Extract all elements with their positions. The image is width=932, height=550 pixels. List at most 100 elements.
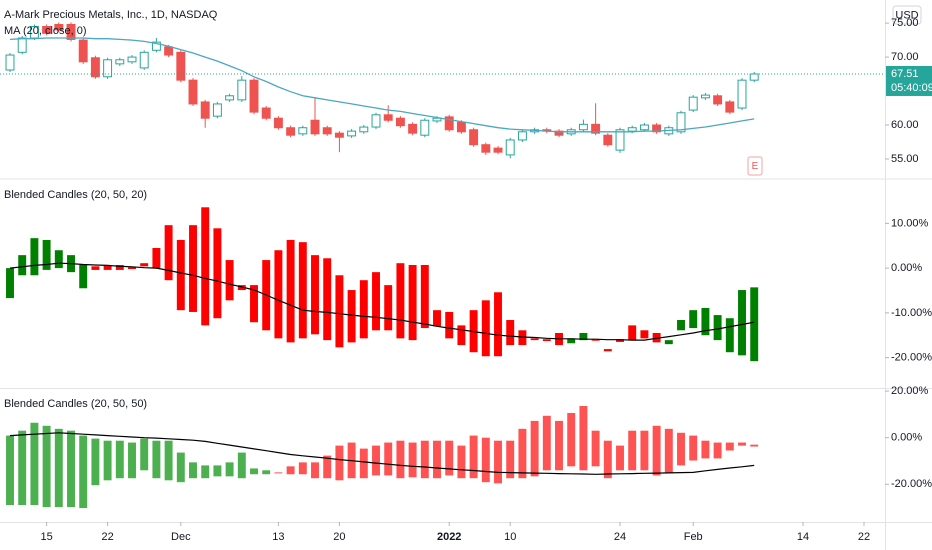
earnings-marker-box[interactable] xyxy=(747,156,763,176)
blended-bar xyxy=(689,310,698,329)
blended-bar xyxy=(628,325,637,341)
blended-bar xyxy=(91,266,100,270)
blended-bar xyxy=(225,260,234,301)
candle-body xyxy=(408,123,418,134)
blended-bar xyxy=(128,442,136,479)
blended-bar xyxy=(42,425,51,508)
x-tick-label: Feb xyxy=(684,531,703,543)
blended-bar xyxy=(603,349,612,352)
candle-body xyxy=(322,127,332,135)
blended-bar xyxy=(250,285,258,323)
y-tick-label: 60.00 xyxy=(891,119,919,131)
blended-bar xyxy=(164,440,173,481)
blended-bar xyxy=(603,440,612,479)
blended-bar xyxy=(457,445,466,479)
blended-bar xyxy=(18,430,27,505)
blended-bar xyxy=(445,440,454,476)
blended-bar xyxy=(335,445,344,481)
x-tick-label: 24 xyxy=(614,531,626,543)
y-tick-label: -20.00% xyxy=(891,351,932,363)
blended-bar xyxy=(384,285,393,331)
blended-bar xyxy=(664,340,673,345)
blended-bar xyxy=(274,472,283,474)
price-label: 67.51 xyxy=(891,68,919,80)
blended-bar xyxy=(433,440,441,479)
blended-bar xyxy=(396,440,405,479)
ma-line xyxy=(9,37,755,133)
candle-body xyxy=(517,131,527,141)
blended-bar xyxy=(506,440,515,479)
candle-body xyxy=(432,117,442,122)
blended-bar xyxy=(335,275,344,348)
candle-body xyxy=(249,79,259,113)
candle-body xyxy=(78,39,88,63)
blended-bar xyxy=(591,339,600,341)
candle-body xyxy=(603,134,613,146)
blended-bar xyxy=(640,430,649,471)
candle-body xyxy=(127,56,137,63)
candle-body xyxy=(286,127,296,136)
y-tick-label: 0.00% xyxy=(891,432,922,444)
x-tick-label: 22 xyxy=(858,531,870,543)
blended-bar xyxy=(152,440,161,479)
candle-body xyxy=(273,117,283,129)
blended-bar xyxy=(30,238,39,276)
candle-body xyxy=(188,79,198,105)
blended-bar xyxy=(213,465,222,477)
candle-body xyxy=(676,112,686,133)
candle-body xyxy=(713,95,723,105)
blended-bar xyxy=(30,422,39,505)
blended-bar xyxy=(518,330,527,346)
blended-bar xyxy=(725,318,734,353)
blended-bar xyxy=(457,325,466,346)
currency-box[interactable] xyxy=(892,5,922,25)
blended-bar xyxy=(579,332,588,341)
blended-bar xyxy=(384,442,393,476)
blended-bar xyxy=(494,292,502,357)
candle-body xyxy=(359,126,369,133)
blended-bar xyxy=(628,430,637,471)
blended-bar xyxy=(298,242,307,339)
blended-bar xyxy=(262,470,271,475)
blended-bar xyxy=(372,272,380,331)
candle-body xyxy=(469,129,479,146)
blended-bar xyxy=(701,440,710,459)
candle-body xyxy=(310,119,320,135)
blended-bar xyxy=(274,250,283,339)
candle-body xyxy=(505,139,515,156)
blended-bar xyxy=(237,285,246,291)
candle-body xyxy=(652,124,662,133)
blended-bar xyxy=(433,310,441,327)
candle-body xyxy=(151,41,161,51)
candle-body xyxy=(176,51,186,81)
blended-bar xyxy=(201,465,210,479)
y-tick-label: -20.00% xyxy=(891,478,932,490)
candle-body xyxy=(115,59,125,65)
blended-bar xyxy=(506,320,515,346)
blended-bar xyxy=(103,264,112,270)
earnings-marker[interactable]: E xyxy=(752,161,759,172)
candle-body xyxy=(749,73,759,81)
blended-bar xyxy=(79,264,88,289)
candle-body xyxy=(347,130,357,137)
candle-body xyxy=(237,79,247,101)
signal-line xyxy=(9,432,755,475)
blended-bar xyxy=(250,468,258,475)
blended-bar xyxy=(640,330,649,339)
x-tick-label: 20 xyxy=(333,531,345,543)
blended-bar xyxy=(54,250,63,269)
x-tick-label: 15 xyxy=(40,531,52,543)
blended-bar xyxy=(79,435,88,509)
blended-bar xyxy=(140,263,149,267)
blended-bar xyxy=(42,239,51,270)
blended-bar xyxy=(713,442,722,459)
blended-bar xyxy=(530,420,539,477)
candle-body xyxy=(420,119,430,136)
blended-bar xyxy=(567,338,576,344)
blended-bar xyxy=(494,440,502,484)
currency[interactable]: USD xyxy=(895,9,918,21)
blended-bar xyxy=(591,430,600,467)
blended-bar xyxy=(652,332,661,343)
candle-body xyxy=(395,117,405,127)
blended-bar xyxy=(579,406,588,471)
